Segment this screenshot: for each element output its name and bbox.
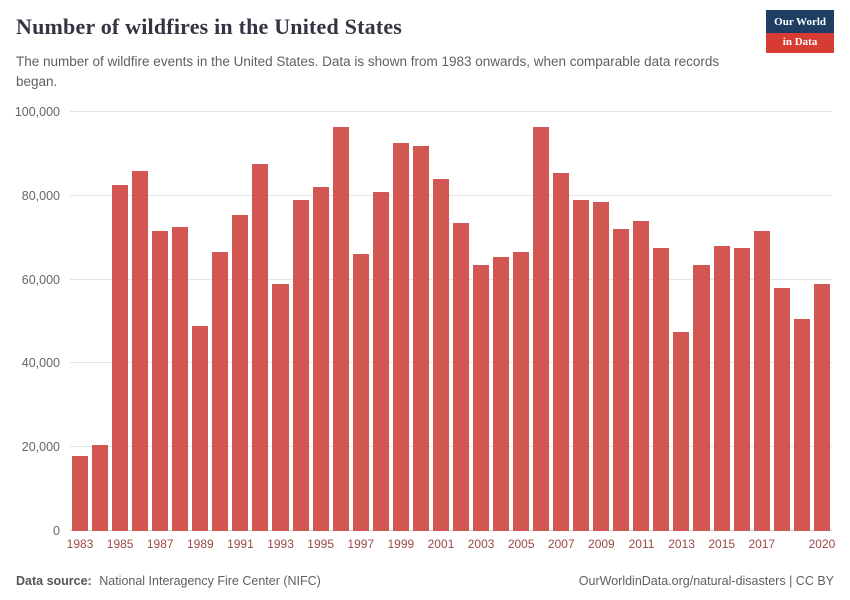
bar-1996[interactable] [332, 126, 349, 531]
bar-2017[interactable] [753, 231, 770, 531]
bar-2004[interactable] [492, 256, 510, 531]
y-axis-tick-label: 100,000 [14, 105, 60, 119]
x-axis-tick-label: 1999 [387, 537, 415, 551]
x-axis-tick-label: 1997 [347, 537, 375, 551]
x-axis-tick-label: 2009 [588, 537, 615, 551]
gridline [70, 362, 832, 364]
owid-citation-link[interactable]: OurWorldinData.org/natural-disasters | C… [578, 574, 834, 588]
bar-1984[interactable] [92, 445, 109, 531]
bar-2003[interactable] [472, 264, 489, 531]
data-source-text: National Interagency Fire Center (NIFC) [99, 574, 321, 588]
bar-2014[interactable] [693, 264, 710, 531]
y-axis-tick-label: 0 [53, 524, 60, 538]
x-axis-tick-label: 2020 [808, 537, 836, 551]
gridline [70, 111, 832, 112]
x-axis-tick-label: 1995 [307, 537, 335, 551]
gridline [70, 278, 832, 280]
bar-2000[interactable] [412, 145, 429, 531]
bar-1987[interactable] [152, 231, 169, 531]
data-source-label: Data source: [16, 574, 92, 588]
bar-1993[interactable] [272, 283, 289, 531]
bar-1986[interactable] [132, 170, 149, 531]
owid-logo[interactable]: Our World in Data [766, 10, 834, 53]
bar-1991[interactable] [232, 214, 249, 531]
bar-2009[interactable] [593, 202, 610, 531]
bar-1985[interactable] [112, 185, 129, 531]
x-axis-tick-label: 2003 [467, 537, 495, 551]
x-axis-tick-label: 2013 [668, 537, 695, 551]
x-axis: 1983 1985 1987 1989 1991 1993 1995 1997 1999 2001… [66, 537, 836, 553]
x-axis-tick-label: 1989 [186, 537, 214, 551]
bar-2007[interactable] [553, 172, 570, 531]
bar-1983[interactable] [72, 455, 89, 531]
x-axis-tick-label: 1991 [227, 537, 254, 551]
x-axis-tick-label: 1985 [106, 537, 134, 551]
y-axis: 0 20,000 40,000 60,000 80,000 100,000 [15, 105, 70, 538]
bar-2001[interactable] [432, 179, 449, 531]
owid-logo-line2: in Data [766, 33, 834, 53]
bar-2002[interactable] [452, 223, 469, 531]
x-axis-tick-label: 1987 [146, 537, 174, 551]
chart-subtitle: The number of wildfire events in the Uni… [16, 54, 720, 89]
bar-1989[interactable] [192, 325, 209, 531]
x-axis-tick-label: 2007 [547, 537, 575, 551]
gridline [70, 446, 832, 448]
bar-1992[interactable] [252, 164, 269, 531]
bar-2010[interactable] [613, 229, 630, 531]
bar-2018[interactable] [773, 287, 790, 531]
bar-1990[interactable] [212, 252, 229, 531]
bar-1998[interactable] [372, 191, 389, 531]
y-axis-tick-label: 20,000 [21, 440, 60, 455]
x-axis-tick-label: 2015 [708, 537, 736, 551]
x-axis-tick-label: 2001 [427, 537, 455, 551]
bar-2019[interactable] [793, 319, 810, 531]
bar-2013[interactable] [673, 331, 690, 531]
bar-2015[interactable] [713, 246, 730, 531]
bar-2005[interactable] [513, 252, 530, 531]
y-axis-tick-label: 80,000 [21, 188, 60, 203]
owid-logo-line1: Our World [766, 10, 834, 33]
chart-footer: Data source: National Interagency Fire C… [16, 574, 834, 588]
bar-1994[interactable] [292, 200, 309, 531]
gridline [70, 194, 832, 196]
bar-1997[interactable] [352, 254, 369, 531]
bars-container [70, 112, 832, 531]
bar-2006[interactable] [533, 126, 550, 531]
bar-1988[interactable] [172, 227, 189, 531]
x-axis-tick-label: 2005 [507, 537, 535, 551]
x-axis-tick-label: 2017 [748, 537, 776, 551]
bar-1995[interactable] [312, 187, 329, 531]
gridline [70, 530, 832, 531]
bar-chart: 0 20,000 40,000 60,000 80,000 100,000 [15, 105, 832, 538]
data-source: Data source: National Interagency Fire C… [16, 574, 321, 588]
bar-2008[interactable] [573, 200, 590, 531]
bar-2011[interactable] [633, 220, 650, 531]
plot-area [70, 111, 832, 531]
x-axis-tick-label: 1993 [267, 537, 294, 551]
bar-2020[interactable] [813, 283, 830, 531]
x-axis-tick-label: 1983 [66, 537, 94, 551]
bar-1999[interactable] [392, 143, 409, 531]
y-axis-tick-label: 40,000 [21, 356, 60, 371]
bar-2012[interactable] [653, 248, 670, 531]
page-title: Number of wildfires in the United States [16, 14, 403, 39]
y-axis-tick-label: 60,000 [21, 272, 60, 287]
bar-2016[interactable] [733, 248, 750, 531]
x-axis-tick-label: 2011 [628, 537, 655, 551]
